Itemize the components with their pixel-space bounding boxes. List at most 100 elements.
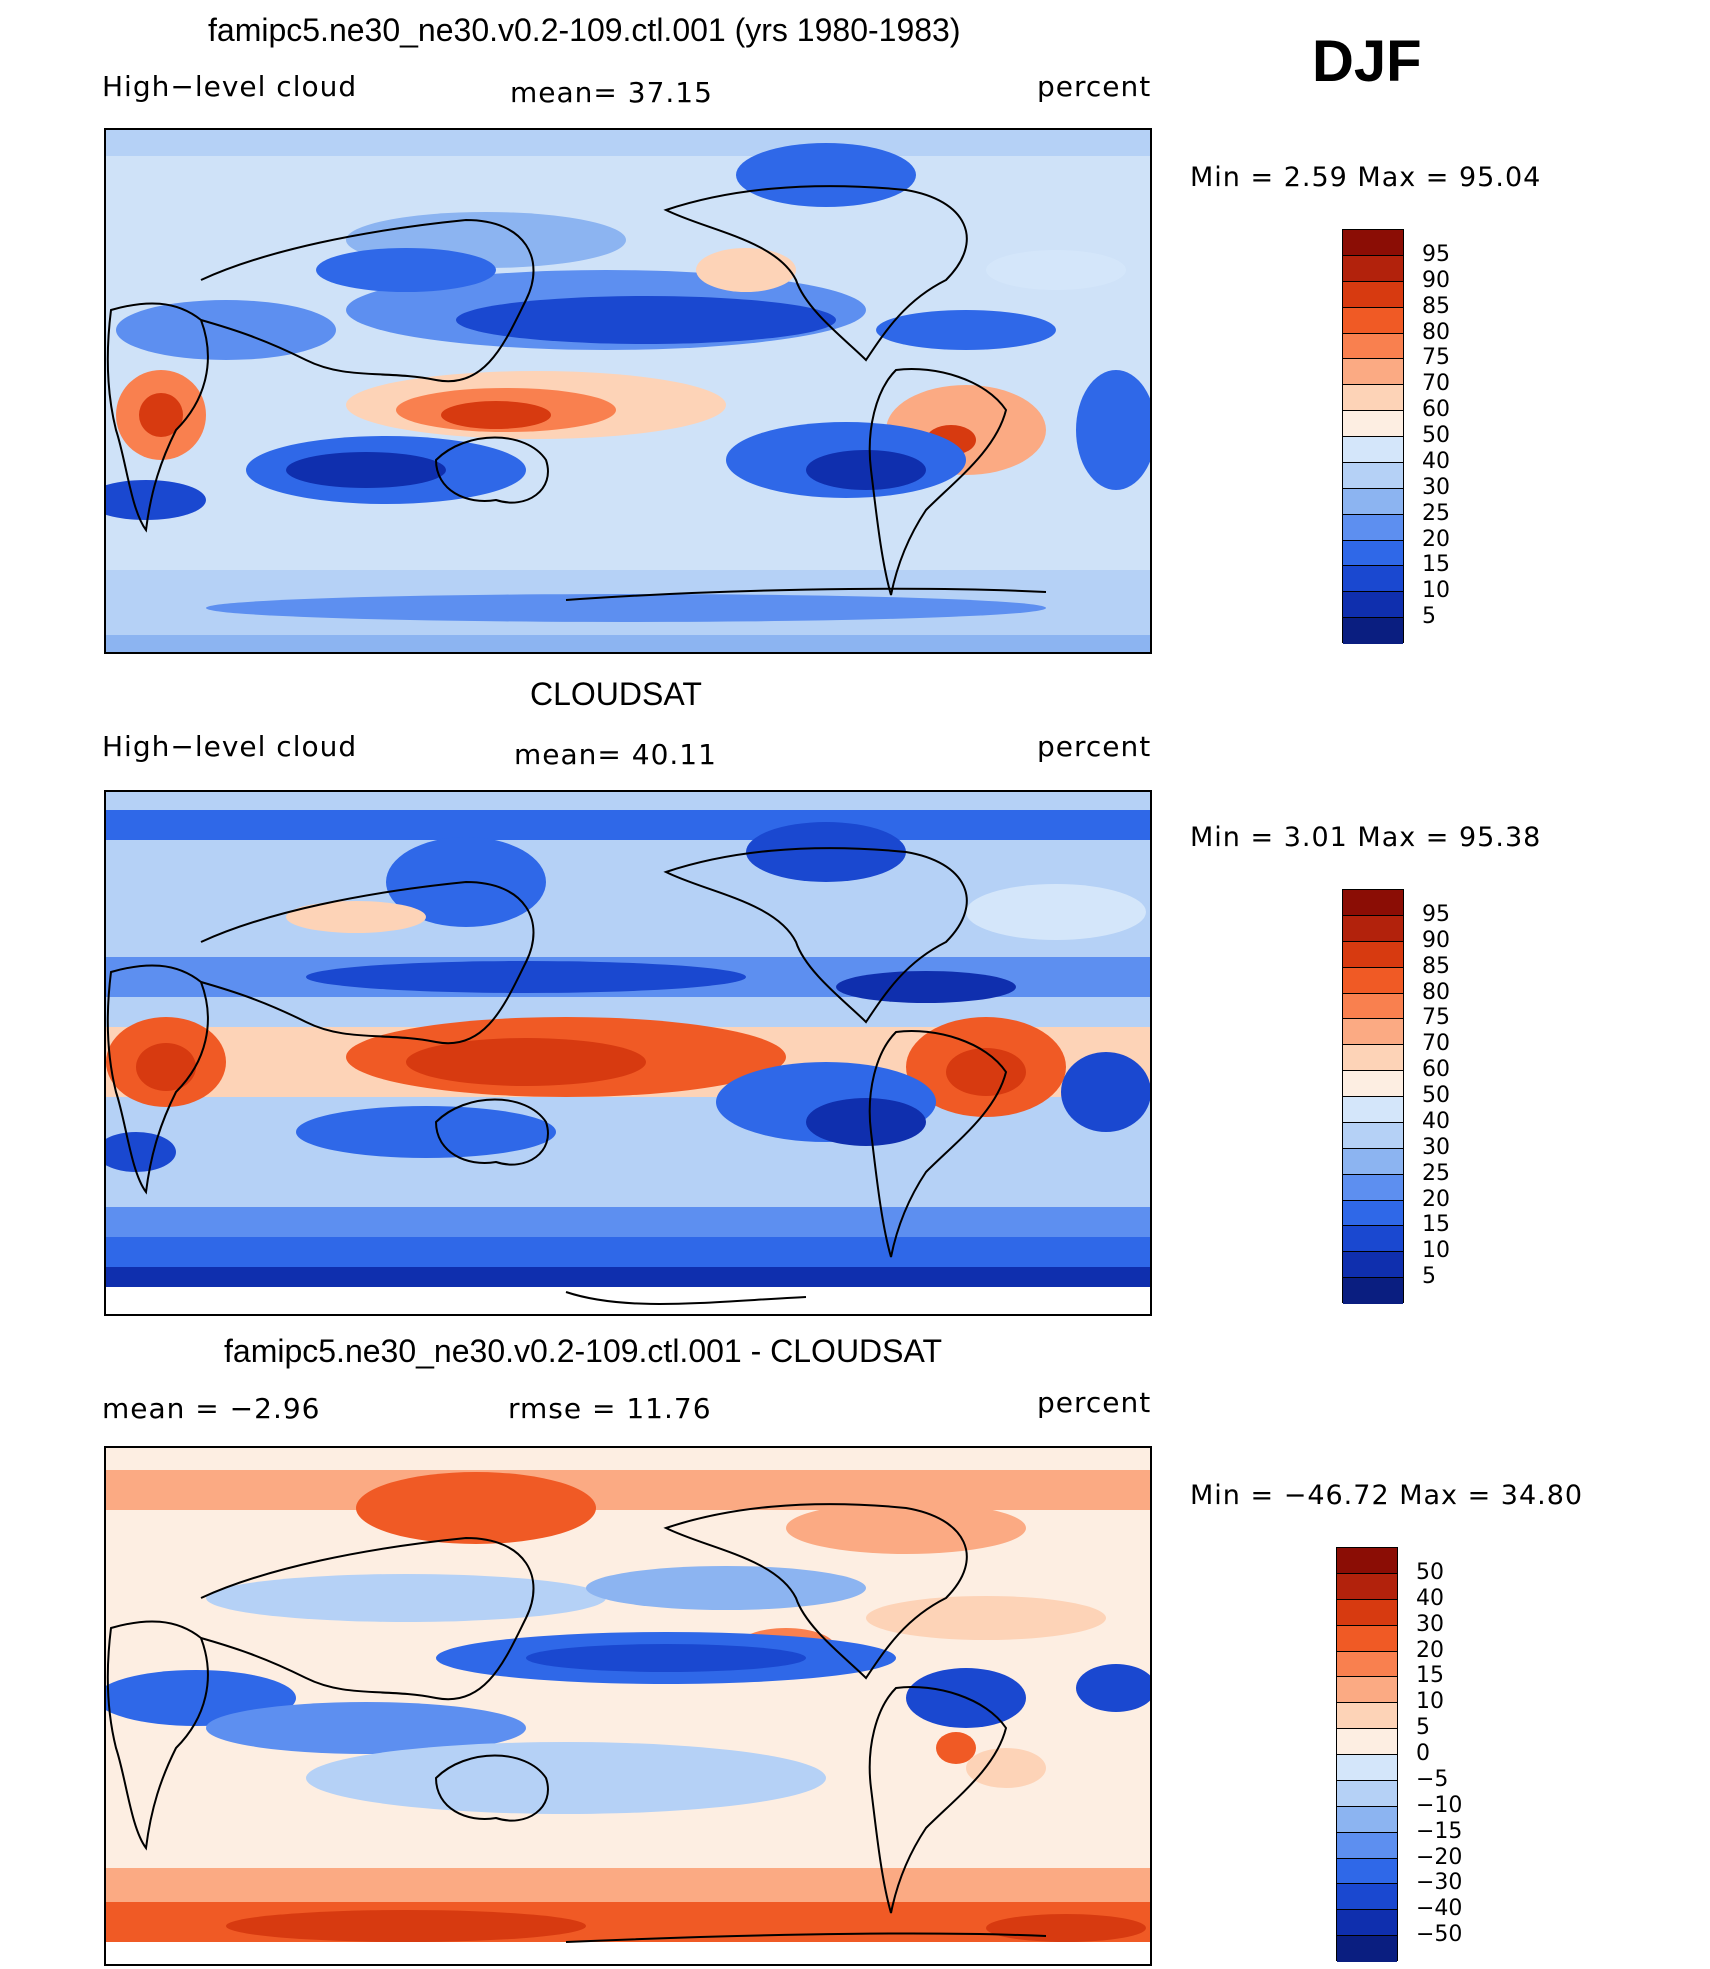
colorbar-cell <box>1337 1884 1397 1911</box>
colorbar-cell <box>1337 1780 1397 1807</box>
colorbar-tick-label: −5 <box>1416 1766 1449 1792</box>
panel-model-title: famipc5.ne30_ne30.v0.2-109.ctl.001 (yrs … <box>208 12 961 48</box>
colorbar-tick-label: 60 <box>1422 1057 1450 1083</box>
colorbar-cell <box>1337 1806 1397 1833</box>
colorbar-tick-label: 20 <box>1422 526 1450 552</box>
colorbar-cell <box>1337 1858 1397 1885</box>
colorbar-cell <box>1343 1278 1403 1304</box>
colorbar-tick-label: 75 <box>1422 345 1450 371</box>
colorbar-tick-label: 85 <box>1422 293 1450 319</box>
panel-obs-mean: mean= 40.11 <box>514 738 717 771</box>
colorbar-cell <box>1337 1677 1397 1704</box>
colorbar-tick-label: 70 <box>1422 1031 1450 1057</box>
colorbar-tick-label: 5 <box>1422 604 1436 630</box>
colorbar-cell <box>1343 1019 1403 1046</box>
panel-model-mean: mean= 37.15 <box>510 76 713 109</box>
colorbar-tick-label: −50 <box>1416 1922 1463 1948</box>
colorbar-cell <box>1343 592 1403 619</box>
colorbar-cell <box>1343 1226 1403 1253</box>
colorbar-cell <box>1337 1599 1397 1626</box>
colorbar-cell <box>1343 411 1403 437</box>
panel-diff-title: famipc5.ne30_ne30.v0.2-109.ctl.001 - CLO… <box>224 1333 943 1369</box>
colorbar-cell <box>1343 385 1403 412</box>
panel-obs-map <box>104 790 1152 1316</box>
panel-obs-title: CLOUDSAT <box>530 676 702 712</box>
colorbar-tick-label: −10 <box>1416 1792 1463 1818</box>
colorbar-cell <box>1343 281 1403 308</box>
panel-diff-minmax: Min = −46.72 Max = 34.80 <box>1190 1480 1584 1511</box>
colorbar-cell <box>1337 1936 1397 1962</box>
colorbar-tick-label: 40 <box>1422 1108 1450 1134</box>
colorbar-tick-label: 75 <box>1422 1005 1450 1031</box>
colorbar-tick-label: 80 <box>1422 979 1450 1005</box>
panel-model-contour-field <box>106 130 1150 652</box>
panel-diff-contour-field <box>106 1448 1150 1964</box>
colorbar-cell <box>1337 1703 1397 1730</box>
colorbar-tick-label: 20 <box>1422 1186 1450 1212</box>
colorbar-tick-label: 15 <box>1422 552 1450 578</box>
colorbar-cell <box>1343 307 1403 334</box>
colorbar-cell <box>1343 230 1403 256</box>
colorbar-tick-label: 85 <box>1422 953 1450 979</box>
colorbar-tick-label: 5 <box>1416 1715 1430 1741</box>
colorbar-tick-label: 15 <box>1416 1663 1444 1689</box>
colorbar-tick-label: 25 <box>1422 500 1450 526</box>
colorbar-cell <box>1337 1651 1397 1678</box>
colorbar-tick-label: 40 <box>1422 448 1450 474</box>
colorbar-cell <box>1343 333 1403 360</box>
colorbar-cell <box>1343 514 1403 541</box>
colorbar-tick-label: 50 <box>1416 1559 1444 1585</box>
season-label: DJF <box>1312 29 1422 94</box>
colorbar-cell <box>1343 566 1403 593</box>
colorbar-cell <box>1337 1625 1397 1652</box>
colorbar-tick-label: 95 <box>1422 241 1450 267</box>
colorbar-tick-label: 10 <box>1422 1238 1450 1264</box>
colorbar-cell <box>1343 618 1403 644</box>
panel-model-variable-label: High−level cloud <box>102 70 358 103</box>
panel-obs-colorbar <box>1342 889 1404 1304</box>
colorbar-cell <box>1343 359 1403 386</box>
colorbar-cell <box>1343 1071 1403 1097</box>
colorbar-cell <box>1343 437 1403 463</box>
colorbar-tick-label: 70 <box>1422 371 1450 397</box>
colorbar-tick-label: 5 <box>1422 1264 1436 1290</box>
colorbar-tick-label: 30 <box>1422 1134 1450 1160</box>
colorbar-cell <box>1337 1755 1397 1781</box>
colorbar-cell <box>1343 1045 1403 1072</box>
colorbar-tick-label: −30 <box>1416 1870 1463 1896</box>
panel-diff-colorbar <box>1336 1547 1398 1962</box>
colorbar-tick-label: 0 <box>1416 1741 1430 1766</box>
colorbar-cell <box>1337 1548 1397 1574</box>
colorbar-tick-label: 80 <box>1422 319 1450 345</box>
panel-model-colorbar <box>1342 229 1404 644</box>
panel-obs-variable-label: High−level cloud <box>102 730 358 763</box>
panel-obs-contour-field <box>106 792 1150 1314</box>
panel-model-map <box>104 128 1152 654</box>
colorbar-cell <box>1337 1729 1397 1755</box>
colorbar-tick-label: 90 <box>1422 927 1450 953</box>
colorbar-tick-label: 20 <box>1416 1637 1444 1663</box>
colorbar-cell <box>1343 488 1403 515</box>
colorbar-cell <box>1343 462 1403 489</box>
colorbar-cell <box>1343 915 1403 942</box>
colorbar-tick-label: 50 <box>1422 1083 1450 1108</box>
colorbar-tick-label: 15 <box>1422 1212 1450 1238</box>
colorbar-cell <box>1343 1122 1403 1149</box>
colorbar-tick-label: 10 <box>1416 1689 1444 1715</box>
colorbar-tick-label: −20 <box>1416 1844 1463 1870</box>
panel-obs-minmax: Min = 3.01 Max = 95.38 <box>1190 822 1542 853</box>
colorbar-cell <box>1343 890 1403 916</box>
colorbar-cell <box>1343 1174 1403 1201</box>
colorbar-cell <box>1343 1200 1403 1227</box>
panel-model-units: percent <box>1037 70 1152 103</box>
colorbar-tick-label: 90 <box>1422 267 1450 293</box>
panel-diff-rmse: rmse = 11.76 <box>508 1392 712 1425</box>
colorbar-cell <box>1343 255 1403 282</box>
panel-diff-map <box>104 1446 1152 1966</box>
colorbar-cell <box>1343 540 1403 567</box>
colorbar-tick-label: 95 <box>1422 901 1450 927</box>
colorbar-tick-label: 25 <box>1422 1160 1450 1186</box>
colorbar-cell <box>1343 967 1403 994</box>
colorbar-tick-label: −15 <box>1416 1818 1463 1844</box>
